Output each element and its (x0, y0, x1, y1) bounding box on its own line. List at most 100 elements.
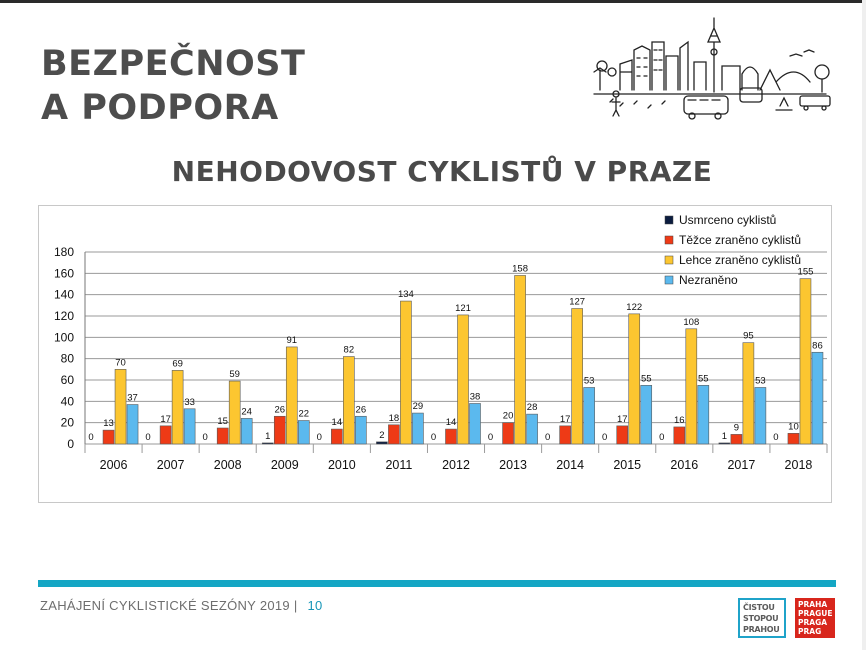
y-tick-label: 180 (54, 245, 74, 259)
logo-praha-line: PRAGUE (798, 609, 833, 618)
data-label: 15 (217, 416, 228, 427)
data-label: 17 (617, 414, 628, 425)
data-label: 53 (755, 375, 766, 386)
bar (514, 275, 526, 445)
bar (628, 313, 641, 445)
x-tick-label: 2009 (271, 458, 299, 472)
data-label: 53 (584, 375, 595, 386)
section-title-line2: A PODPORA (41, 88, 279, 128)
bar (673, 426, 686, 445)
bar (583, 387, 595, 445)
data-label: 29 (413, 401, 424, 412)
y-tick-label: 160 (54, 266, 74, 280)
legend-label: Těžce zraněno cyklistů (679, 233, 801, 247)
bar (273, 415, 286, 445)
data-label: 18 (389, 413, 400, 424)
bar (171, 370, 184, 445)
bar (240, 418, 253, 445)
x-tick-label: 2017 (727, 458, 755, 472)
footer-text: ZAHÁJENÍ CYKLISTICKÉ SEZÓNY 2019 | (40, 598, 298, 613)
data-label: 9 (734, 422, 739, 433)
data-label: 70 (115, 357, 126, 368)
bar (697, 385, 710, 445)
data-label: 38 (470, 391, 481, 402)
data-label: 0 (88, 432, 93, 443)
data-label: 1 (265, 431, 270, 442)
y-tick-label: 20 (61, 416, 75, 430)
data-label: 55 (641, 373, 652, 384)
data-label: 17 (560, 414, 571, 425)
bar (754, 387, 767, 445)
legend-label: Nezraněno (679, 273, 738, 287)
data-label: 22 (298, 409, 309, 420)
data-label: 82 (344, 345, 355, 356)
data-label: 14 (446, 417, 457, 428)
data-label: 33 (184, 397, 195, 408)
data-label: 122 (626, 302, 642, 313)
bar (616, 425, 629, 445)
slide-title: NEHODOVOST CYKLISTŮ V PRAZE (171, 155, 713, 188)
bar (355, 415, 367, 445)
bar (159, 425, 172, 445)
data-label: 55 (698, 373, 709, 384)
data-label: 26 (274, 404, 285, 415)
y-tick-label: 0 (67, 437, 74, 451)
data-label: 134 (398, 289, 414, 300)
x-tick-label: 2014 (556, 458, 584, 472)
data-label: 37 (127, 393, 138, 404)
logo-praha-line: PRAHA (798, 600, 828, 609)
bar (376, 441, 388, 445)
data-label: 91 (286, 335, 297, 346)
bar (742, 342, 755, 445)
bar (343, 356, 355, 445)
bar (388, 424, 400, 445)
data-label: 13 (103, 418, 114, 429)
bar (559, 425, 571, 445)
bar (285, 346, 298, 445)
data-label: 0 (773, 432, 778, 443)
data-label: 0 (317, 432, 322, 443)
y-tick-label: 120 (54, 309, 74, 323)
bar (685, 328, 698, 445)
bar (400, 300, 412, 445)
bar (469, 403, 481, 445)
data-label: 20 (503, 411, 514, 422)
chart-frame (38, 205, 832, 503)
bar (571, 308, 583, 445)
x-tick-label: 2007 (157, 458, 185, 472)
bar (445, 428, 457, 445)
data-label: 121 (455, 303, 471, 314)
data-label: 2 (379, 430, 384, 441)
y-tick-label: 80 (61, 352, 75, 366)
bar (297, 420, 310, 445)
data-label: 10 (788, 421, 799, 432)
x-tick-label: 2006 (100, 458, 128, 472)
bar (730, 434, 743, 445)
legend-swatch (664, 275, 674, 285)
bar (787, 433, 800, 445)
cistou-stopou-prahou-logo: ČISTOU STOPOU PRAHOU (738, 598, 786, 638)
data-label: 108 (683, 317, 699, 328)
data-label: 17 (160, 414, 171, 425)
x-tick-label: 2012 (442, 458, 470, 472)
bar (102, 429, 115, 445)
data-label: 0 (602, 432, 607, 443)
data-label: 59 (229, 369, 240, 380)
praha-logo: PRAHA PRAGUE PRAGA PRAG (795, 598, 835, 638)
data-label: 0 (431, 432, 436, 443)
legend-swatch (664, 215, 674, 225)
data-label: 16 (674, 415, 685, 426)
x-tick-label: 2015 (613, 458, 641, 472)
bar (811, 351, 824, 445)
legend-label: Usmrceno cyklistů (679, 213, 776, 227)
page-number: 10 (307, 598, 323, 613)
bar (412, 412, 424, 445)
data-label: 0 (488, 432, 493, 443)
logo-praha-line: PRAG (798, 627, 822, 636)
data-label: 28 (527, 402, 538, 413)
data-label: 1 (722, 431, 727, 442)
logo-praha-line: PRAGA (798, 618, 828, 627)
legend-label: Lehce zraněno cyklistů (679, 253, 801, 267)
right-edge (862, 0, 866, 650)
data-label: 86 (812, 340, 823, 351)
